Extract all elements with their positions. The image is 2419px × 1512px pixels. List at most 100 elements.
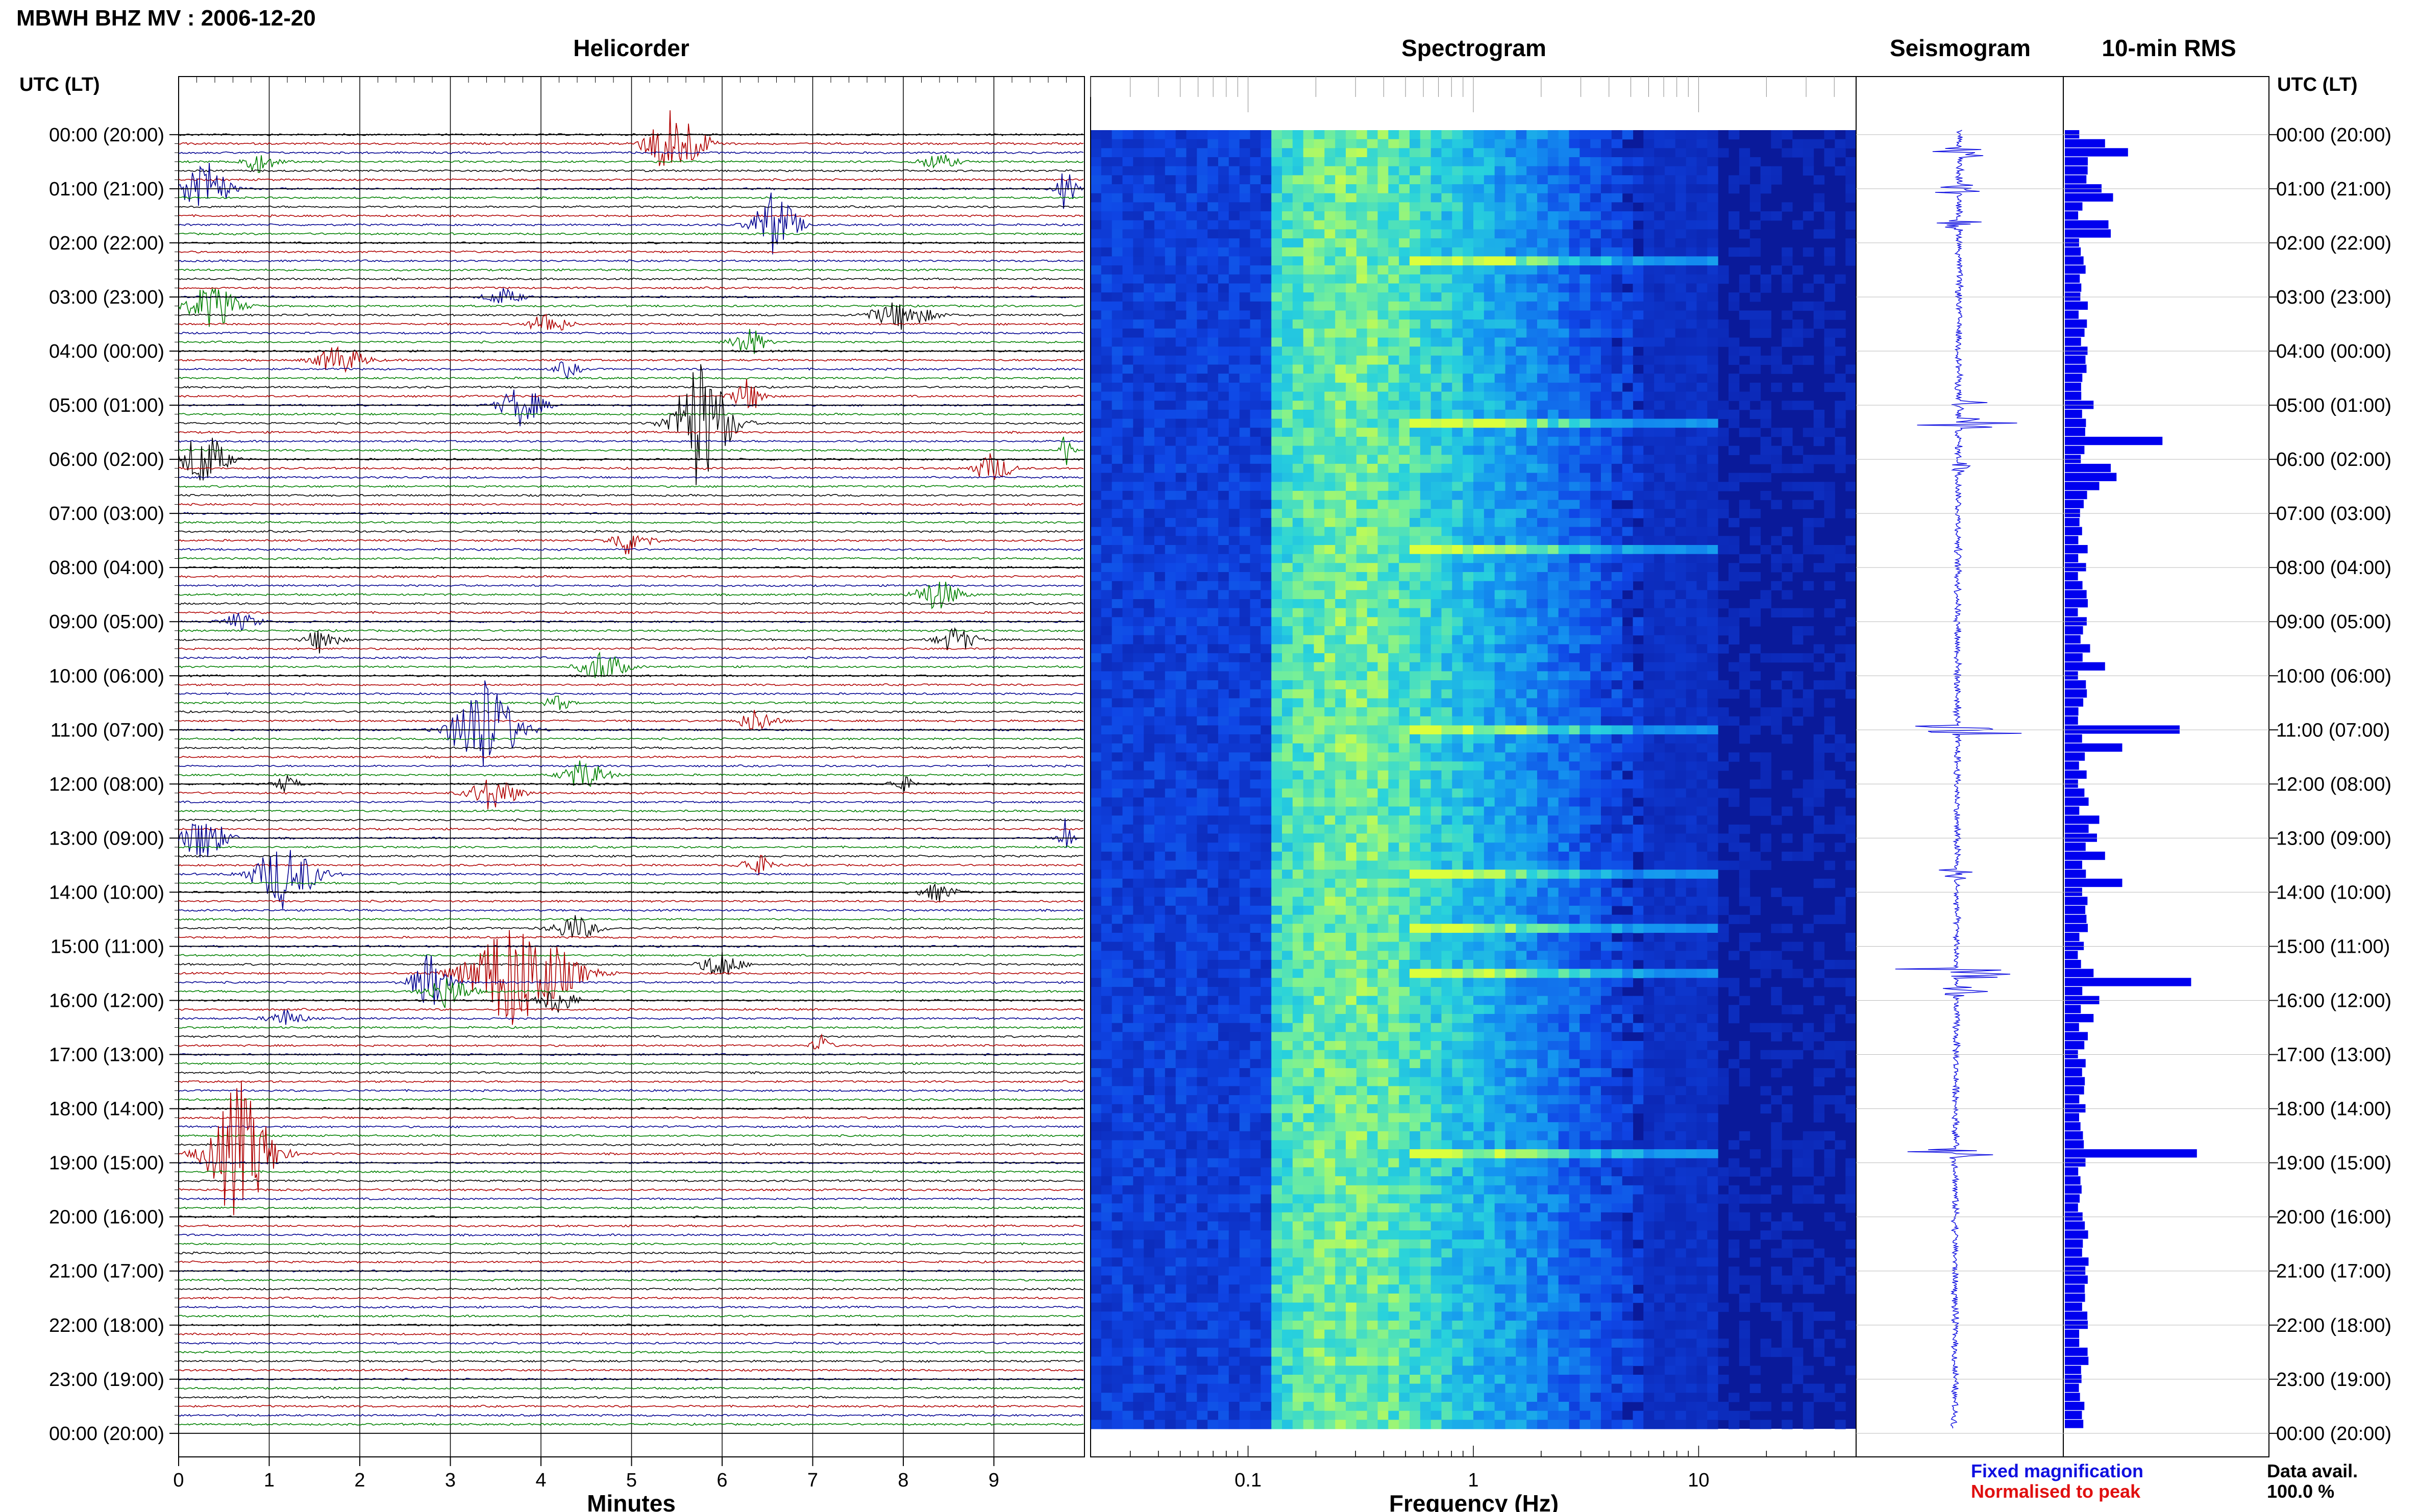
spectrogram-cell	[1430, 581, 1442, 590]
spectrogram-cell	[1782, 734, 1793, 744]
spectrogram-cell	[1207, 436, 1219, 447]
spectrogram-cell	[1484, 689, 1495, 699]
spectrogram-cell	[1218, 256, 1229, 266]
spectrogram-cell	[1452, 518, 1463, 528]
spectrogram-cell	[1324, 148, 1336, 158]
spectrogram-cell	[1367, 554, 1378, 563]
spectrogram-cell	[1494, 500, 1506, 509]
spectrogram-cell	[1144, 716, 1155, 726]
spectrogram-cell	[1091, 572, 1102, 582]
spectrogram-cell	[1707, 283, 1718, 293]
spectrogram-cell	[1452, 617, 1463, 627]
spectrogram-cell	[1314, 680, 1325, 690]
spectrogram-cell	[1601, 527, 1612, 536]
spectrogram-cell	[1122, 608, 1133, 617]
spectrogram-cell	[1165, 689, 1176, 699]
spectrogram-cell	[1388, 743, 1399, 753]
spectrogram-cell	[1463, 662, 1474, 672]
spectrogram-cell	[1250, 707, 1261, 717]
spectrogram-cell	[1643, 779, 1655, 789]
spectrogram-cell	[1430, 707, 1442, 717]
spectrogram-cell	[1303, 797, 1315, 807]
spectrogram-cell	[1303, 346, 1315, 356]
spectrogram-cell	[1197, 581, 1208, 590]
spectrogram-cell	[1494, 157, 1506, 167]
spectrogram-cell	[1356, 500, 1368, 509]
spectrogram-cell	[1144, 436, 1155, 447]
spectrogram-cell	[1314, 455, 1325, 464]
spectrogram-cell	[1218, 436, 1229, 447]
spectrogram-cell	[1144, 455, 1155, 464]
spectrogram-cell	[1112, 662, 1123, 672]
spectrogram-cell	[1367, 193, 1378, 203]
helicorder-trace	[178, 1386, 1084, 1390]
spectrogram-cell	[1175, 310, 1187, 320]
spectrogram-cell	[1261, 247, 1272, 257]
spectrogram-cell	[1729, 445, 1740, 455]
spectrogram-cell	[1303, 401, 1315, 410]
spectrogram-cell	[1175, 139, 1187, 148]
spectrogram-cell	[1091, 671, 1102, 681]
spectrogram-cell	[1186, 229, 1197, 239]
spectrogram-cell	[1197, 554, 1208, 563]
spectrogram-cell	[1175, 761, 1187, 771]
spectrogram-cell	[1388, 662, 1399, 672]
spectrogram-cell	[1749, 554, 1761, 563]
spectrogram-cell	[1835, 346, 1846, 356]
spectrogram-cell	[1558, 490, 1570, 501]
spectrogram-cell	[1484, 148, 1495, 158]
spectrogram-cell	[1675, 779, 1687, 789]
spectrogram-cell	[1622, 428, 1634, 437]
spectrogram-cell	[1707, 202, 1718, 212]
spectrogram-cell	[1473, 490, 1485, 501]
spectrogram-cell	[1654, 337, 1665, 347]
spectrogram-cell	[1133, 346, 1144, 356]
spectrogram-cell	[1824, 725, 1835, 735]
spectrogram-cell	[1303, 500, 1315, 509]
spectrogram-cell	[1154, 590, 1166, 600]
spectrogram-cell	[1112, 346, 1123, 356]
spectrogram-cell	[1101, 581, 1113, 590]
spectrogram-cell	[1484, 518, 1495, 528]
spectrogram-cell	[1686, 319, 1697, 329]
spectrogram-cell	[1367, 256, 1378, 266]
spectrogram-cell	[1505, 382, 1516, 392]
spectrogram-cell	[1399, 572, 1410, 582]
spectrogram-cell	[1611, 770, 1623, 780]
spectrogram-cell	[1633, 148, 1644, 158]
spectrogram-cell	[1197, 590, 1208, 600]
spectrogram-cell	[1707, 554, 1718, 563]
spectrogram-cell	[1484, 662, 1495, 672]
spectrogram-cell	[1463, 220, 1474, 230]
spectrogram-cell	[1399, 418, 1410, 428]
spectrogram-cell	[1665, 445, 1676, 455]
spectrogram-cell	[1654, 301, 1665, 311]
spectrogram-cell	[1346, 698, 1357, 708]
spectrogram-cell	[1452, 463, 1463, 474]
spectrogram-cell	[1803, 139, 1814, 148]
spectrogram-cell	[1175, 355, 1187, 365]
spectrogram-cell	[1165, 581, 1176, 590]
spectrogram-cell	[1399, 554, 1410, 563]
spectrogram-cell	[1643, 680, 1655, 690]
spectrogram-cell	[1643, 455, 1655, 464]
spectrogram-cell	[1579, 265, 1591, 275]
spectrogram-cell	[1165, 473, 1176, 482]
spectrogram-cell	[1675, 635, 1687, 645]
spectrogram-cell	[1537, 229, 1548, 239]
spectrogram-cell	[1824, 779, 1835, 789]
helicorder-trace	[178, 746, 1084, 750]
spectrogram-cell	[1399, 220, 1410, 230]
spectrogram-cell	[1154, 193, 1166, 203]
spectrogram-cell	[1091, 527, 1102, 536]
spectrogram-cell	[1144, 193, 1155, 203]
spectrogram-cell	[1239, 527, 1251, 536]
spectrogram-cell	[1165, 509, 1176, 518]
spectrogram-cell	[1558, 130, 1570, 140]
spectrogram-cell	[1250, 635, 1261, 645]
spectrogram-cell	[1186, 166, 1197, 176]
spectrogram-cell	[1091, 220, 1102, 230]
spectrogram-cell	[1175, 752, 1187, 762]
spectrogram-cell	[1228, 500, 1240, 509]
spectrogram-cell	[1239, 653, 1251, 663]
